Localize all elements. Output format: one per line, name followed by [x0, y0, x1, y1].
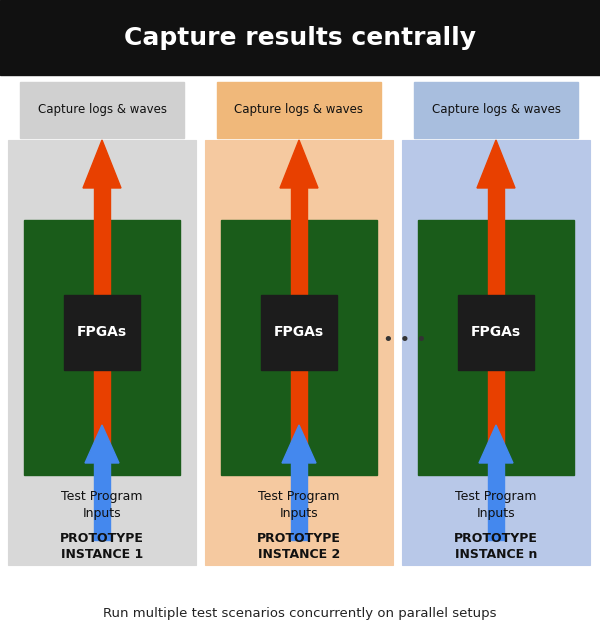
Bar [488, 188, 504, 445]
Bar [261, 295, 337, 370]
Bar [418, 220, 574, 475]
Bar [402, 140, 590, 565]
Polygon shape [280, 140, 318, 188]
Bar [458, 295, 534, 370]
Bar [291, 463, 307, 540]
Text: FPGAs: FPGAs [471, 326, 521, 339]
Text: INSTANCE 2: INSTANCE 2 [258, 548, 340, 562]
Bar [291, 188, 307, 445]
Text: INSTANCE n: INSTANCE n [455, 548, 537, 562]
Bar [0, 0, 600, 75]
Text: Run multiple test scenarios concurrently on parallel setups: Run multiple test scenarios concurrently… [103, 608, 497, 620]
Polygon shape [479, 425, 513, 463]
Text: FPGAs: FPGAs [274, 326, 324, 339]
Text: FPGAs: FPGAs [77, 326, 127, 339]
Text: PROTOTYPE: PROTOTYPE [257, 532, 341, 545]
Bar [94, 463, 110, 540]
Bar [64, 295, 140, 370]
Bar [221, 220, 377, 475]
Bar [414, 82, 578, 138]
Bar [217, 82, 381, 138]
Text: • • •: • • • [383, 331, 427, 349]
Text: Capture logs & waves: Capture logs & waves [431, 104, 560, 117]
Bar [24, 220, 180, 475]
Text: INSTANCE 1: INSTANCE 1 [61, 548, 143, 562]
Bar [8, 140, 196, 565]
Text: Test Program
Inputs: Test Program Inputs [61, 490, 143, 520]
Bar [205, 140, 393, 565]
Text: PROTOTYPE: PROTOTYPE [60, 532, 144, 545]
Bar [94, 188, 110, 445]
Bar [488, 463, 504, 540]
Polygon shape [83, 140, 121, 188]
Polygon shape [85, 425, 119, 463]
Polygon shape [282, 425, 316, 463]
Text: Capture logs & waves: Capture logs & waves [235, 104, 364, 117]
Text: Capture results centrally: Capture results centrally [124, 26, 476, 49]
Text: Test Program
Inputs: Test Program Inputs [258, 490, 340, 520]
Text: PROTOTYPE: PROTOTYPE [454, 532, 538, 545]
Polygon shape [477, 140, 515, 188]
Text: Test Program
Inputs: Test Program Inputs [455, 490, 537, 520]
Bar [20, 82, 184, 138]
Text: Capture logs & waves: Capture logs & waves [37, 104, 167, 117]
